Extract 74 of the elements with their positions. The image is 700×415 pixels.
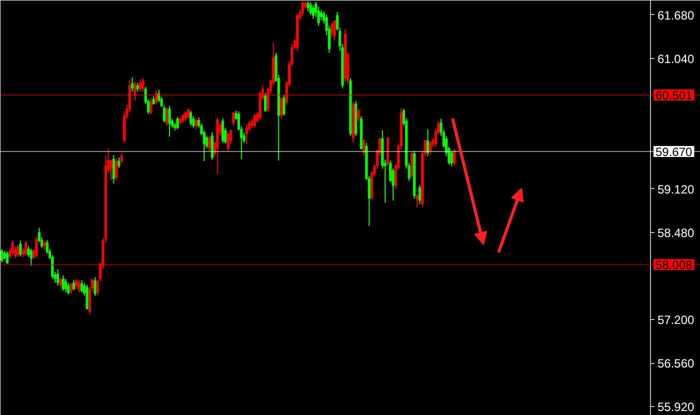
candlestick xyxy=(120,152,123,164)
candlestick xyxy=(426,128,429,157)
candlestick xyxy=(226,132,230,152)
ref-line-label: 60.501 xyxy=(656,88,693,102)
candlestick xyxy=(264,92,267,113)
candlestick xyxy=(357,108,360,123)
candlestick xyxy=(312,4,315,20)
candlestick xyxy=(194,118,198,130)
candlestick xyxy=(94,276,96,296)
candlestick xyxy=(453,148,456,166)
candlestick xyxy=(11,240,14,256)
candlestick xyxy=(253,114,256,128)
candlestick xyxy=(282,94,286,116)
candlestick xyxy=(186,107,190,120)
candlestick xyxy=(210,132,214,160)
candlestick xyxy=(6,251,8,264)
candlestick xyxy=(245,124,248,145)
candlestick xyxy=(35,236,38,258)
candlestick xyxy=(429,140,432,156)
candlestick xyxy=(362,138,366,157)
candlestick xyxy=(0,248,4,263)
y-tick-label: 55.920 xyxy=(658,400,695,414)
candlestick xyxy=(114,158,118,182)
candlestick xyxy=(64,278,67,293)
candlestick xyxy=(75,278,78,290)
candlestick xyxy=(19,240,22,257)
candlestick xyxy=(166,106,168,126)
candlestick xyxy=(221,118,224,144)
candlestick xyxy=(330,22,334,38)
y-tick-label: 58.480 xyxy=(658,226,695,240)
candlestick xyxy=(232,112,235,126)
candlestick xyxy=(142,78,144,92)
candlestick xyxy=(306,0,310,12)
candlestick xyxy=(416,193,418,208)
candlestick xyxy=(72,280,75,291)
candlestick xyxy=(208,135,211,152)
candlestick xyxy=(176,116,179,130)
ref-line-label: 58.008 xyxy=(656,258,693,272)
y-tick-label: 56.560 xyxy=(658,356,695,371)
candlestick xyxy=(70,282,72,294)
candlestick xyxy=(138,78,142,92)
candlestick xyxy=(309,1,312,16)
candlestick xyxy=(112,154,115,184)
ref-line-label: 59.670 xyxy=(656,145,693,160)
candlestick xyxy=(190,110,192,126)
candlestick xyxy=(67,282,70,295)
candlestick xyxy=(130,76,134,92)
candlestick xyxy=(118,157,120,168)
candlestick xyxy=(134,80,136,102)
candlestick xyxy=(410,152,414,179)
candlestick xyxy=(43,240,46,251)
candlestick xyxy=(418,184,421,204)
candlestick xyxy=(59,276,62,288)
candlestick xyxy=(62,274,64,292)
candlestick xyxy=(450,150,453,167)
candlestick xyxy=(78,280,80,293)
candlestick xyxy=(333,20,336,42)
candlestick xyxy=(80,280,83,293)
candlestick xyxy=(150,97,152,115)
y-tick-label: 59.120 xyxy=(658,182,695,196)
candlestick xyxy=(280,96,283,120)
y-tick-label: 61.040 xyxy=(658,52,695,66)
candlestick xyxy=(24,240,28,256)
candlestick xyxy=(301,0,304,17)
y-tick-label: 61.680 xyxy=(658,8,695,22)
candlestick xyxy=(56,268,60,286)
candlestick xyxy=(30,248,32,266)
y-tick-label: 57.200 xyxy=(658,313,695,328)
candlestick xyxy=(154,90,158,106)
candlestick xyxy=(86,284,88,310)
candlestick xyxy=(16,244,20,258)
candlestick xyxy=(168,105,171,138)
candlestick xyxy=(317,6,320,26)
candlestick xyxy=(184,110,187,122)
